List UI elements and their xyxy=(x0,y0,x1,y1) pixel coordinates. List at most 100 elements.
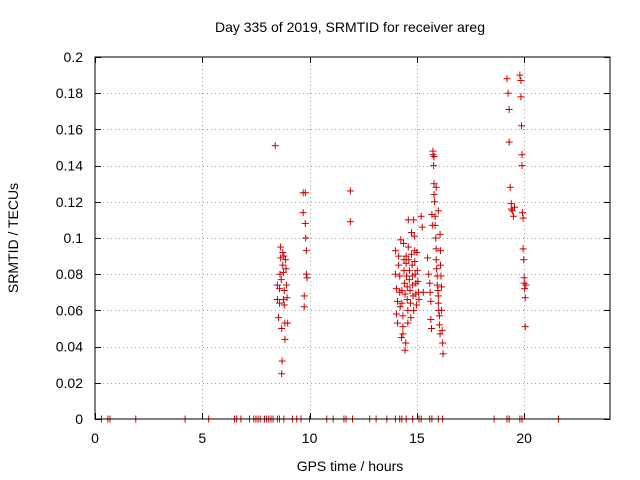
x-axis-label: GPS time / hours xyxy=(297,458,404,474)
data-point xyxy=(406,286,414,294)
data-point xyxy=(431,212,439,220)
data-point xyxy=(432,234,440,242)
data-point xyxy=(436,230,444,238)
data-point xyxy=(397,236,405,244)
data-point xyxy=(394,319,402,327)
data-point xyxy=(403,296,411,304)
data-point xyxy=(301,189,309,197)
data-point xyxy=(403,283,411,291)
data-point xyxy=(404,319,412,327)
data-point xyxy=(425,270,433,278)
data-point xyxy=(406,299,414,307)
data-point xyxy=(405,267,413,275)
data-point xyxy=(271,142,279,150)
data-point xyxy=(408,250,416,258)
y-tick-label: 0.16 xyxy=(56,121,83,137)
y-tick-label: 0.1 xyxy=(64,230,84,246)
data-point xyxy=(302,247,310,255)
data-point xyxy=(432,256,440,264)
data-point xyxy=(511,203,519,211)
data-point xyxy=(427,297,435,305)
data-point xyxy=(408,229,416,237)
data-point xyxy=(401,346,409,354)
data-point xyxy=(273,281,281,289)
y-tick-label: 0.06 xyxy=(56,302,83,318)
data-point xyxy=(521,285,529,293)
data-point xyxy=(279,296,287,304)
data-point xyxy=(398,299,406,307)
y-tick-label: 0.14 xyxy=(56,158,83,174)
data-point xyxy=(505,105,513,113)
data-point xyxy=(300,292,308,300)
data-point xyxy=(428,210,436,218)
data-point xyxy=(424,254,432,262)
data-point xyxy=(346,187,354,195)
data-point xyxy=(436,247,444,255)
data-point xyxy=(518,122,526,130)
data-point xyxy=(280,252,288,260)
data-point xyxy=(505,138,513,146)
data-point xyxy=(508,207,516,215)
data-point xyxy=(518,151,526,159)
data-point xyxy=(400,279,408,287)
data-point xyxy=(280,286,288,294)
data-point xyxy=(278,370,286,378)
data-point xyxy=(432,245,440,253)
data-point xyxy=(434,299,442,307)
y-tick-label: 0.12 xyxy=(56,194,83,210)
data-point xyxy=(391,270,399,278)
data-point xyxy=(394,297,402,305)
data-point xyxy=(503,75,511,83)
data-point xyxy=(410,216,418,224)
data-point xyxy=(414,277,422,285)
data-point xyxy=(521,294,529,302)
data-point xyxy=(395,261,403,269)
data-point xyxy=(432,183,440,191)
data-point xyxy=(277,254,285,262)
data-point xyxy=(413,267,421,275)
x-tick-label: 20 xyxy=(516,430,532,446)
data-point xyxy=(274,314,282,322)
data-point xyxy=(392,285,400,293)
data-point xyxy=(438,326,446,334)
data-point xyxy=(302,270,310,278)
data-point xyxy=(435,312,443,320)
data-point xyxy=(430,180,438,188)
data-point xyxy=(519,245,527,253)
data-point xyxy=(277,243,285,251)
data-point xyxy=(427,325,435,332)
data-point xyxy=(400,239,408,247)
data-point xyxy=(408,261,416,269)
data-point xyxy=(419,288,427,296)
data-point xyxy=(403,272,411,280)
y-tick-label: 0 xyxy=(75,411,83,427)
data-point xyxy=(405,256,413,264)
data-point xyxy=(433,281,441,289)
data-point xyxy=(276,285,284,293)
data-point xyxy=(401,290,409,298)
data-point xyxy=(411,270,419,278)
data-point xyxy=(276,270,284,278)
data-point xyxy=(277,276,285,284)
data-point xyxy=(279,268,287,276)
data-point xyxy=(410,232,418,240)
x-tick-label: 15 xyxy=(409,430,425,446)
data-point xyxy=(430,153,438,161)
data-point xyxy=(391,247,399,255)
data-point xyxy=(402,252,410,260)
data-point xyxy=(518,162,526,170)
data-point xyxy=(430,162,438,170)
data-point xyxy=(402,339,410,347)
data-point xyxy=(438,283,446,291)
data-point xyxy=(430,191,438,199)
data-point xyxy=(516,71,524,79)
data-point xyxy=(417,212,425,220)
data-point xyxy=(504,89,512,97)
y-tick-label: 0.2 xyxy=(64,49,84,65)
y-tick-label: 0.02 xyxy=(56,375,83,391)
data-point xyxy=(509,212,517,220)
data-point xyxy=(518,209,526,217)
data-point xyxy=(415,296,423,304)
x-tick-label: 5 xyxy=(198,430,206,446)
data-point xyxy=(436,261,444,269)
